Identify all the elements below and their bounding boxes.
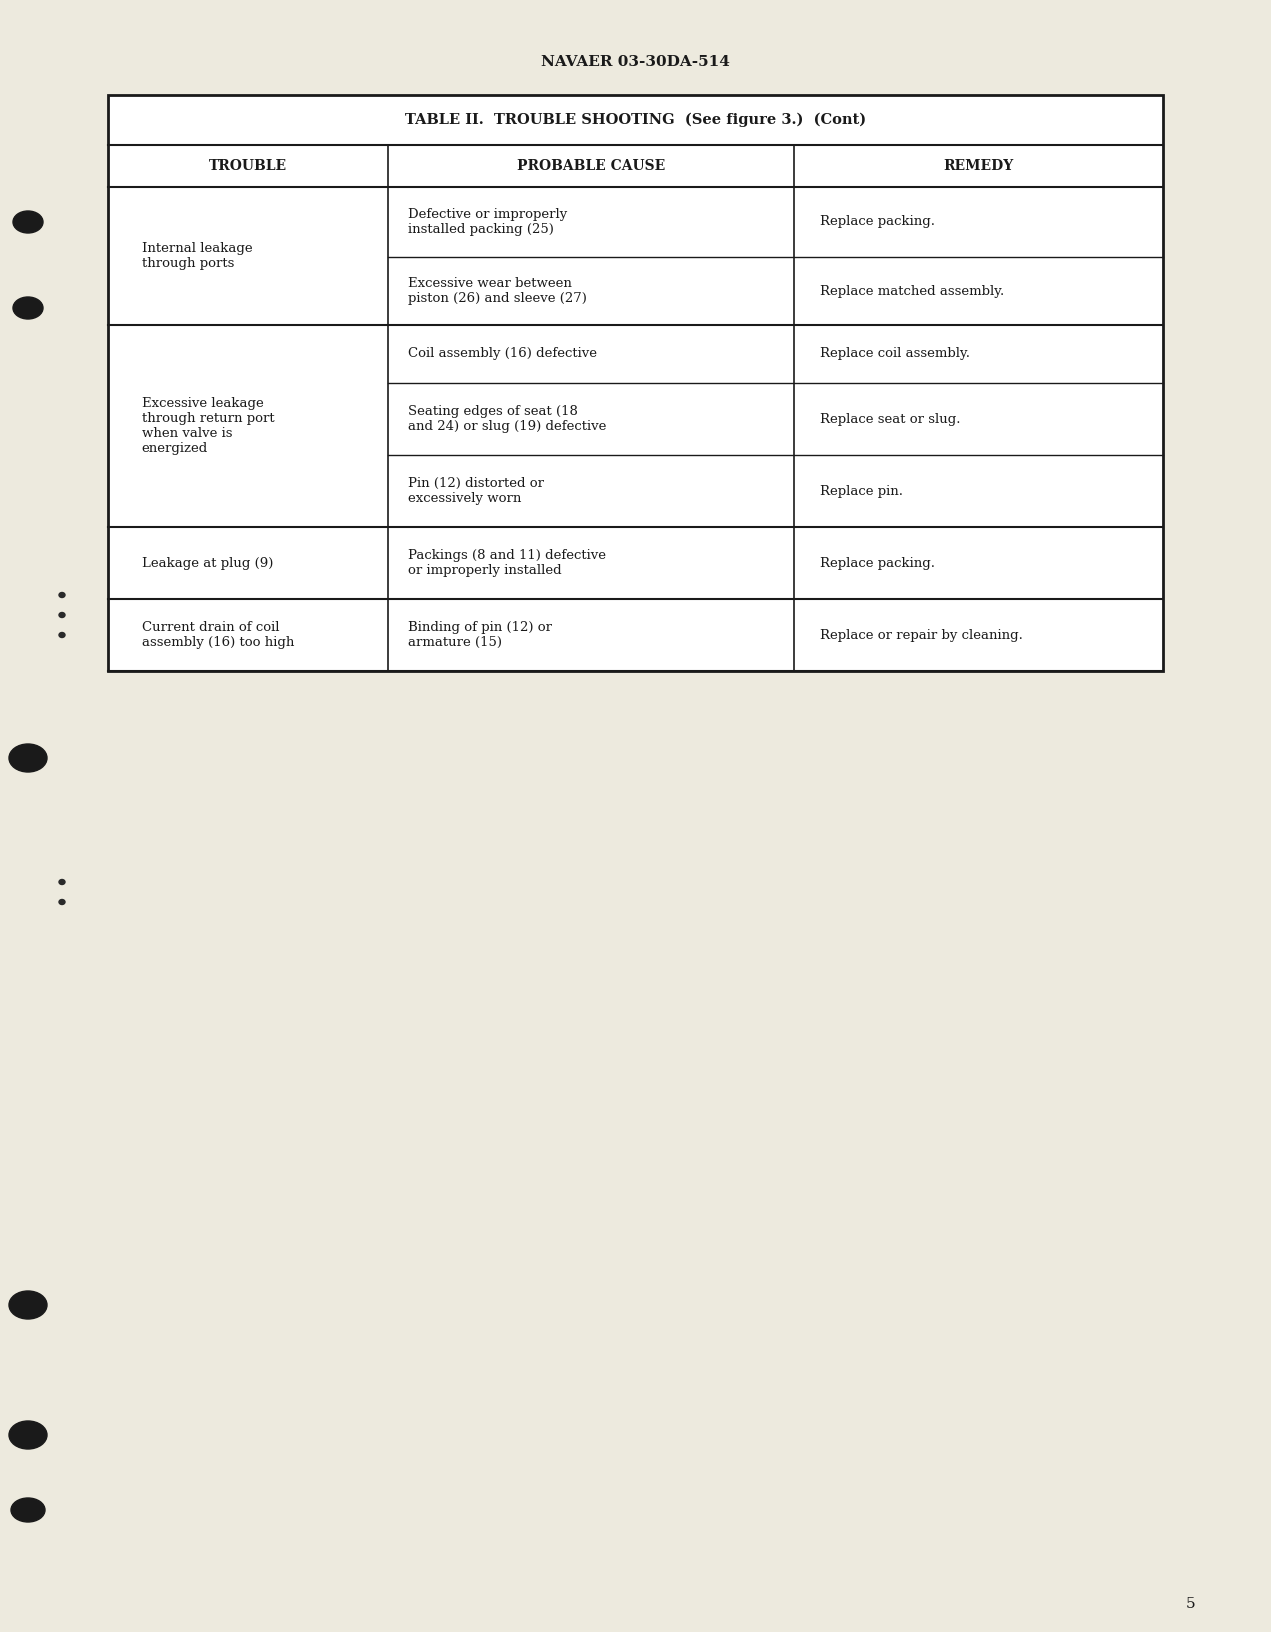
Text: Packings (8 and 11) defective
or improperly installed: Packings (8 and 11) defective or imprope… — [408, 548, 606, 578]
Text: TROUBLE: TROUBLE — [208, 158, 287, 173]
Text: Replace coil assembly.: Replace coil assembly. — [820, 348, 970, 361]
Ellipse shape — [58, 612, 65, 617]
Text: Current drain of coil
assembly (16) too high: Current drain of coil assembly (16) too … — [141, 622, 294, 650]
Text: Replace matched assembly.: Replace matched assembly. — [820, 284, 1004, 297]
Text: Defective or improperly
installed packing (25): Defective or improperly installed packin… — [408, 207, 567, 237]
Ellipse shape — [58, 592, 65, 597]
Text: REMEDY: REMEDY — [943, 158, 1013, 173]
Ellipse shape — [58, 899, 65, 904]
Ellipse shape — [9, 1291, 47, 1319]
Text: Replace pin.: Replace pin. — [820, 485, 902, 498]
Text: Coil assembly (16) defective: Coil assembly (16) defective — [408, 348, 597, 361]
Text: Binding of pin (12) or
armature (15): Binding of pin (12) or armature (15) — [408, 622, 552, 650]
Text: Replace seat or slug.: Replace seat or slug. — [820, 413, 960, 426]
Ellipse shape — [13, 297, 43, 318]
Ellipse shape — [13, 211, 43, 233]
Ellipse shape — [11, 1498, 44, 1523]
Ellipse shape — [9, 1421, 47, 1449]
Text: 5: 5 — [1186, 1598, 1196, 1611]
Text: Replace packing.: Replace packing. — [820, 215, 934, 228]
Ellipse shape — [58, 880, 65, 885]
Text: Leakage at plug (9): Leakage at plug (9) — [141, 557, 273, 570]
Text: Excessive leakage
through return port
when valve is
energized: Excessive leakage through return port wh… — [141, 397, 275, 455]
Text: Replace or repair by cleaning.: Replace or repair by cleaning. — [820, 628, 1022, 641]
Text: PROBABLE CAUSE: PROBABLE CAUSE — [516, 158, 665, 173]
Ellipse shape — [58, 633, 65, 638]
Text: Replace packing.: Replace packing. — [820, 557, 934, 570]
Text: Seating edges of seat (18
and 24) or slug (19) defective: Seating edges of seat (18 and 24) or slu… — [408, 405, 606, 432]
Text: Excessive wear between
piston (26) and sleeve (27): Excessive wear between piston (26) and s… — [408, 277, 587, 305]
Ellipse shape — [9, 744, 47, 772]
Bar — [108, 95, 1163, 671]
Text: Internal leakage
through ports: Internal leakage through ports — [141, 242, 252, 269]
Text: NAVAER 03-30DA-514: NAVAER 03-30DA-514 — [541, 55, 730, 69]
Text: TABLE II.  TROUBLE SHOOTING  (See figure 3.)  (Cont): TABLE II. TROUBLE SHOOTING (See figure 3… — [405, 113, 866, 127]
Text: Pin (12) distorted or
excessively worn: Pin (12) distorted or excessively worn — [408, 477, 544, 504]
